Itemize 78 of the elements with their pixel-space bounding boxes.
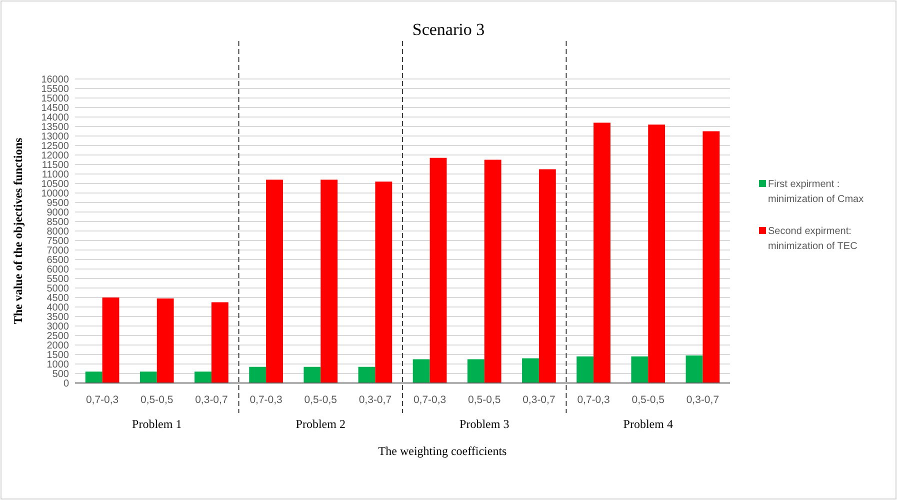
x-tick-label: 0,3-0,7: [522, 394, 556, 406]
y-tick-label: 8500: [46, 217, 70, 228]
bar: [320, 180, 338, 383]
y-tick-label: 1000: [46, 360, 70, 370]
y-tick-label: 4000: [46, 302, 70, 314]
y-tick-label: 13000: [41, 132, 70, 142]
y-tick-label: 4500: [46, 293, 70, 304]
x-tick-label: 0,5-0,5: [632, 394, 665, 406]
bar: [522, 358, 539, 383]
x-tick-label: 0,5-0,5: [304, 394, 338, 406]
chart-title: Scenario 3: [412, 20, 485, 39]
y-tick-label: 5500: [46, 274, 70, 285]
text: Problem 3: [460, 417, 510, 431]
bar: [702, 131, 720, 383]
bar: [358, 366, 376, 383]
bar: [156, 298, 174, 383]
x-axis-title: The weighting coefficients: [378, 444, 508, 458]
y-tick-label: 9000: [46, 208, 70, 218]
y-tick-label: 10500: [41, 179, 70, 190]
bar: [538, 169, 556, 383]
x-tick-label: 0,7-0,3: [86, 394, 119, 406]
bar: [102, 298, 120, 383]
y-tick-label: 12500: [41, 141, 70, 152]
y-tick-label: 11500: [42, 160, 70, 171]
bar: [194, 372, 212, 383]
x-tick-label: 0,3-0,7: [195, 394, 228, 406]
y-tick-label: 3000: [46, 322, 70, 332]
y-tick-label: 14500: [41, 103, 70, 114]
y-tick-label: 1500: [46, 350, 70, 361]
y-tick-label: 15000: [41, 94, 70, 104]
y-tick-label: 500: [52, 369, 70, 380]
y-tick-label: 8000: [46, 226, 70, 238]
y-tick-label: 0: [63, 378, 70, 390]
bar: [631, 356, 648, 383]
y-tick-label: 13500: [41, 122, 70, 133]
x-tick-label: 0,7-0,3: [577, 394, 610, 406]
bar: [484, 160, 502, 383]
bar: [467, 359, 484, 383]
bar: [375, 182, 392, 383]
bar: [430, 158, 447, 383]
y-tick-label: 6500: [46, 255, 70, 266]
text: Problem 2: [296, 417, 346, 431]
y-tick-label: 14000: [41, 112, 70, 124]
y-axis-title: The value of the objectives functions: [11, 138, 25, 324]
x-tick-label: 0,7-0,3: [413, 394, 446, 406]
x-tick-label: 0,5-0,5: [468, 394, 501, 406]
bar: [266, 180, 283, 383]
bar: [249, 366, 266, 383]
y-tick-label: 9500: [46, 198, 70, 209]
y-tick-label: 2500: [46, 331, 70, 342]
text: Problem 4: [623, 417, 673, 431]
bar: [85, 372, 102, 383]
y-tick-label: 2000: [46, 340, 70, 352]
bar: [211, 302, 228, 383]
y-tick-label: 15500: [41, 84, 70, 95]
x-tick-label: 0,3-0,7: [686, 394, 720, 406]
y-tick-label: 5000: [46, 284, 70, 294]
bar: [576, 356, 594, 383]
y-tick-label: 7500: [46, 236, 70, 247]
x-tick-label: 0,3-0,7: [358, 394, 392, 406]
legend-label: Second expirment: minimization of TEC: [768, 226, 858, 252]
bar: [648, 124, 666, 383]
y-tick-label: 3500: [46, 312, 70, 323]
y-tick-label: 12000: [41, 150, 70, 162]
bar: [594, 122, 610, 383]
bar: [686, 355, 703, 383]
x-tick-label: 0,5-0,5: [140, 394, 174, 406]
y-tick-label: 11000: [42, 170, 70, 180]
text: Problem 1: [132, 417, 182, 431]
y-tick-label: 7000: [46, 246, 70, 256]
bar: [304, 366, 321, 383]
y-tick-label: 10000: [41, 188, 70, 200]
x-tick-label: 0,7-0,3: [250, 394, 283, 406]
legend-label: First expirment : minimization of Cmax: [768, 179, 864, 205]
bar: [140, 372, 157, 383]
y-tick-label: 16000: [41, 74, 70, 86]
y-tick-label: 6000: [46, 264, 70, 276]
bar: [412, 359, 430, 383]
